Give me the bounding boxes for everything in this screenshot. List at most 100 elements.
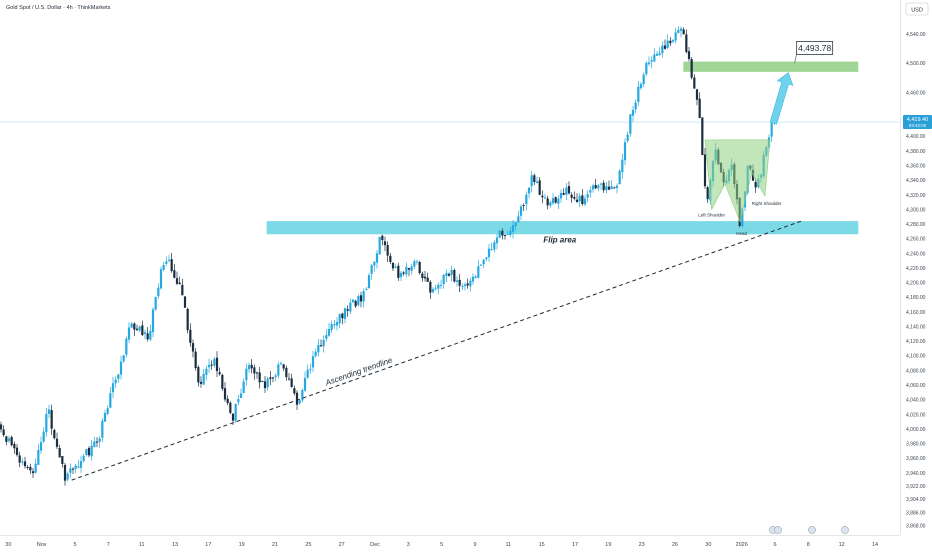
candle-body xyxy=(181,284,184,296)
last-price-tag: 4,419.40 03:42:02 xyxy=(903,115,932,130)
candle-body xyxy=(525,194,528,205)
price-tick-label: 4,500.00 xyxy=(906,61,926,67)
economic-event-icon[interactable] xyxy=(841,526,849,534)
candle-body xyxy=(501,230,504,236)
candle-body xyxy=(319,345,323,347)
candle-body xyxy=(306,369,309,378)
candle-body xyxy=(381,235,384,241)
candle-body xyxy=(506,233,509,235)
currency-label: USD xyxy=(911,8,923,14)
price-tick-label: 3,980.00 xyxy=(906,442,926,448)
target-price-box[interactable] xyxy=(796,41,834,55)
candle-body xyxy=(26,466,29,468)
candle-body xyxy=(61,456,64,465)
candle-body xyxy=(479,264,483,266)
candle-body xyxy=(245,368,248,381)
candle-body xyxy=(239,393,243,398)
candle-body xyxy=(637,86,640,102)
projection-arrow[interactable] xyxy=(769,72,794,125)
candle-body xyxy=(87,448,91,456)
candle-body xyxy=(15,447,19,456)
ascending-trendline[interactable] xyxy=(71,219,804,481)
candle-body xyxy=(631,109,635,116)
candle-body xyxy=(138,326,141,331)
candle-body xyxy=(477,266,480,278)
time-tick-label: 5 xyxy=(73,542,76,548)
candle-body xyxy=(407,268,411,270)
candle-body xyxy=(247,365,251,370)
candle-body xyxy=(175,278,179,284)
economic-event-icon[interactable] xyxy=(774,526,782,534)
candle-body xyxy=(250,364,253,369)
candle-body xyxy=(394,266,397,268)
candle-body xyxy=(77,466,80,468)
currency-button[interactable] xyxy=(905,2,929,16)
candle-body xyxy=(514,222,517,227)
candle-body xyxy=(383,241,387,246)
candle-body xyxy=(90,445,93,457)
candle-body xyxy=(149,330,152,340)
price-tick-label: 3,886.00 xyxy=(906,510,926,516)
chart-title: Gold Spot / U.S. Dollar · 4h · ThinkMark… xyxy=(6,5,111,11)
price-tick-label: 4,100.00 xyxy=(906,354,926,360)
candle-body xyxy=(645,62,648,75)
candle-body xyxy=(682,29,685,35)
price-tick-label: 4,020.00 xyxy=(906,412,926,418)
candle-body xyxy=(562,193,565,195)
candle-body xyxy=(418,262,421,274)
head-shoulders-pattern[interactable] xyxy=(704,139,771,223)
price-tick-label: 4,360.00 xyxy=(906,164,926,170)
candle-body xyxy=(557,198,560,204)
price-tick-label: 4,080.00 xyxy=(906,368,926,374)
target-callout-line xyxy=(794,53,798,64)
candle-body xyxy=(146,333,149,340)
candle-body xyxy=(415,261,419,263)
time-axis[interactable]: 30 Nov 5 7 11 13 17 19 21 25 27 Dec 3 5 9 11 15 17 19 23 26 3… xyxy=(0,535,900,549)
candle-body xyxy=(693,77,696,89)
candle-body xyxy=(95,441,99,443)
candle-body xyxy=(663,45,667,49)
candle-body xyxy=(421,273,424,279)
candle-body xyxy=(599,183,603,185)
candle-body xyxy=(642,74,645,85)
candle-body xyxy=(503,234,507,236)
candle-body xyxy=(0,424,3,430)
candle-body xyxy=(741,208,744,227)
candle-body xyxy=(591,185,595,190)
time-tick-label: 11 xyxy=(139,542,145,548)
candle-body xyxy=(213,359,216,366)
candle-body xyxy=(237,399,240,403)
right-shoulder-label: Right Shoulder xyxy=(752,201,782,206)
candle-body xyxy=(549,202,552,206)
candle-body xyxy=(210,364,213,366)
candle-body xyxy=(402,272,405,274)
candle-body xyxy=(63,465,67,481)
candle-body xyxy=(386,244,389,256)
candle-body xyxy=(82,455,85,462)
time-tick-label: 23 xyxy=(639,542,645,548)
candle-body xyxy=(621,159,624,173)
candle-body xyxy=(445,273,448,276)
price-tick-label: 4,260.00 xyxy=(906,237,926,243)
candle-body xyxy=(159,269,163,289)
candle-body xyxy=(354,300,357,307)
candle-body xyxy=(581,195,584,205)
candle-body xyxy=(229,402,232,413)
candle-body xyxy=(154,296,157,310)
candle-body xyxy=(583,198,587,205)
candle-body xyxy=(698,98,701,118)
price-tick-label: 4,540.00 xyxy=(906,32,926,38)
candle-body xyxy=(135,328,139,330)
price-axis[interactable]: 4,540.004,500.004,460.004,420.004,400.00… xyxy=(900,0,926,535)
candle-body xyxy=(570,194,573,198)
candle-body xyxy=(53,430,56,439)
candle-body xyxy=(287,378,291,380)
price-tick-label: 3,922.00 xyxy=(906,484,926,490)
candle-body xyxy=(391,263,395,269)
candle-body xyxy=(189,329,192,343)
candle-body xyxy=(538,180,541,195)
candle-body xyxy=(623,142,627,161)
economic-event-icon[interactable] xyxy=(808,526,816,534)
candle-body xyxy=(461,285,464,287)
